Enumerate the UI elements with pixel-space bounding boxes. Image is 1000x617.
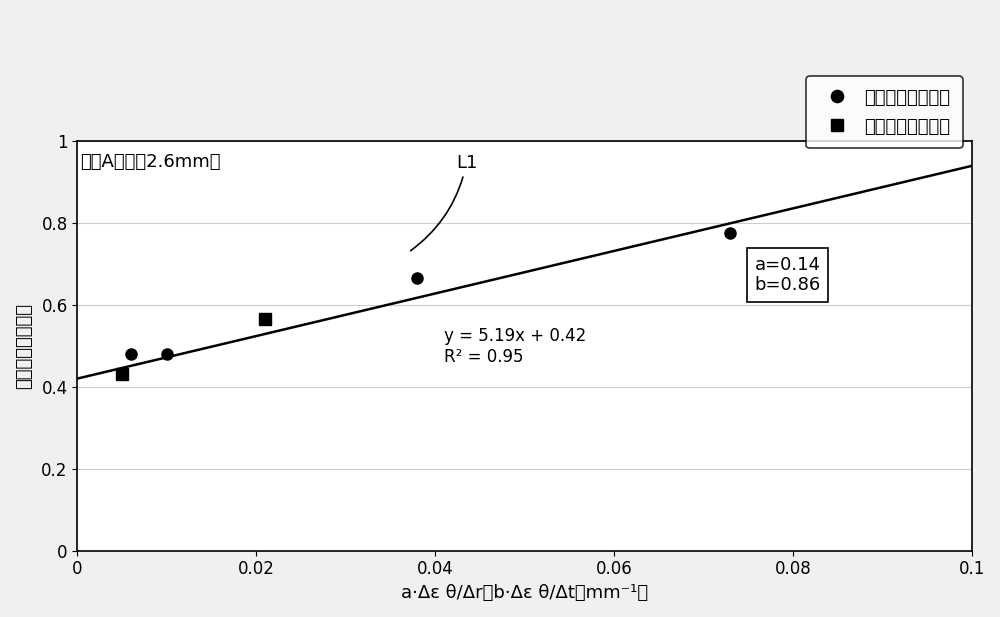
X-axis label: a·Δε θ/Δr＋b·Δε θ/Δt（mm⁻¹）: a·Δε θ/Δr＋b·Δε θ/Δt（mm⁻¹） [401,584,648,602]
圆筒冲头扩孔试验 [116,371,128,378]
Legend: 圆锥冲头扩孔试验, 圆筒冲头扩孔试验: 圆锥冲头扩孔试验, 圆筒冲头扩孔试验 [806,76,963,148]
Line: 圆锥冲头扩孔试验: 圆锥冲头扩孔试验 [126,228,736,360]
Text: 钢种A（板厚2.6mm）: 钢种A（板厚2.6mm） [80,153,221,171]
Text: a=0.14
b=0.86: a=0.14 b=0.86 [754,255,821,294]
Text: L1: L1 [411,154,477,251]
圆锥冲头扩孔试验 [161,350,173,358]
圆锥冲头扩孔试验 [125,350,137,358]
圆筒冲头扩孔试验 [259,315,271,323]
圆锥冲头扩孔试验 [724,230,736,237]
Line: 圆筒冲头扩孔试验: 圆筒冲头扩孔试验 [117,313,271,380]
Y-axis label: 伸展凸缘极限应变: 伸展凸缘极限应变 [15,303,33,389]
圆锥冲头扩孔试验 [411,275,423,282]
Text: y = 5.19x + 0.42
R² = 0.95: y = 5.19x + 0.42 R² = 0.95 [444,328,586,366]
